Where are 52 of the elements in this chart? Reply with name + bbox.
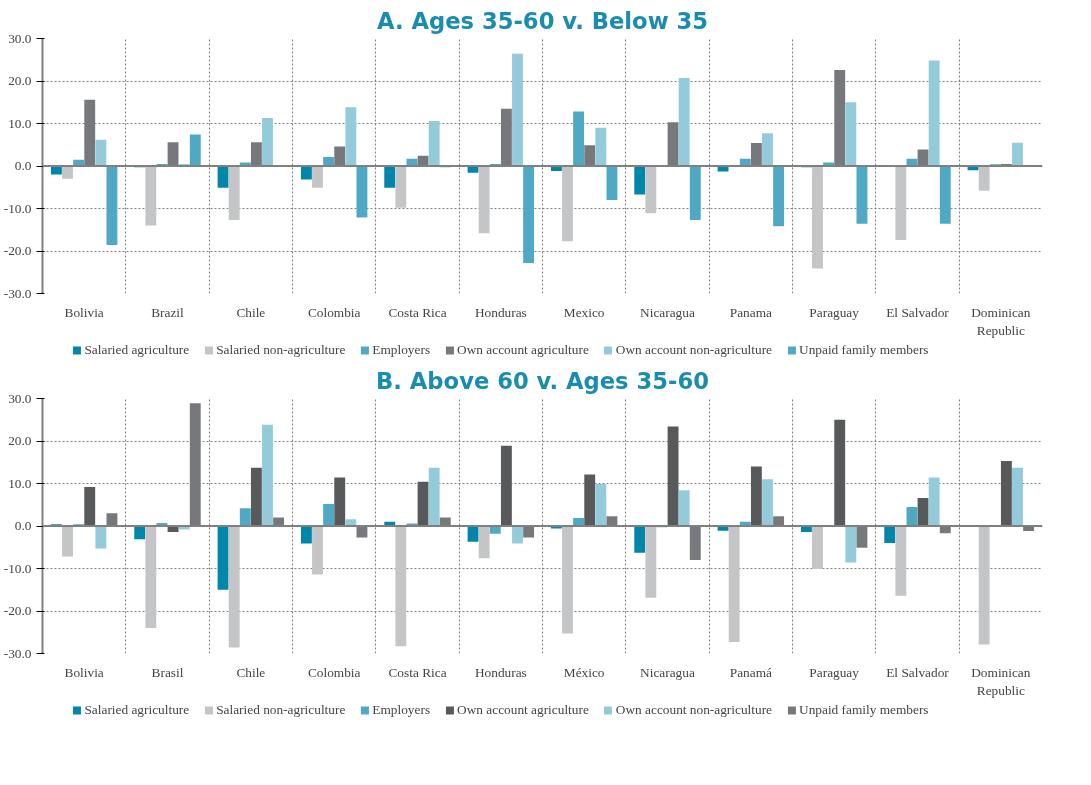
chart-title: A. Ages 35-60 v. Below 35 <box>376 7 709 34</box>
x-tick-label: Chile <box>236 304 266 320</box>
x-tick-label: México <box>563 664 605 680</box>
x-tick-label: Panama <box>729 304 773 320</box>
y-tick-label: 30.0 <box>8 390 32 406</box>
x-tick-label: Mexico <box>563 304 605 320</box>
legend-label: Own account non-agriculture <box>615 342 773 358</box>
legend-label: Salaried agriculture <box>84 702 190 718</box>
x-tick-label: Costa Rica <box>388 664 447 680</box>
legend-label: Own account non-agriculture <box>615 702 773 718</box>
legend-label: Salaried non-agriculture <box>216 702 346 718</box>
legend-label: Own account agriculture <box>457 702 589 718</box>
y-tick-label: -20.0 <box>3 243 32 258</box>
y-tick-label: -10.0 <box>3 560 32 576</box>
y-tick-label: -10.0 <box>3 200 32 216</box>
y-tick-label: 0.0 <box>14 158 32 173</box>
x-tick-label: Bolivia <box>64 304 104 320</box>
x-tick-label: Costa Rica <box>388 304 447 320</box>
y-tick-label: 10.0 <box>8 475 32 491</box>
legend-label: Own account agriculture <box>457 342 589 358</box>
x-tick-label: Honduras <box>474 664 527 680</box>
y-tick-label: 20.0 <box>8 433 32 448</box>
x-tick-label: Nicaragua <box>640 304 695 320</box>
y-tick-label: 30.0 <box>8 30 32 46</box>
legend-label: Salaried non-agriculture <box>216 342 346 358</box>
y-tick-label: 0.0 <box>14 518 32 533</box>
legend-label: Employers <box>372 702 431 718</box>
chart-title: B. Above 60 v. Ages 35-60 <box>376 367 709 394</box>
x-tick-label: Dominican Republic <box>971 664 1031 698</box>
x-tick-label: Honduras <box>474 304 527 320</box>
y-tick-label: 10.0 <box>8 115 32 131</box>
x-tick-label: Colombia <box>307 304 361 320</box>
legend-label: Unpaid family members <box>799 342 929 358</box>
x-tick-label: Colombia <box>307 664 361 680</box>
x-tick-label: Brasil <box>151 664 184 680</box>
x-tick-label: Bolivia <box>64 664 104 680</box>
y-tick-label: -30.0 <box>3 645 32 661</box>
x-tick-label: Chile <box>236 664 266 680</box>
x-tick-label: El Salvador <box>886 664 950 680</box>
y-tick-label: -30.0 <box>3 285 32 301</box>
y-tick-label: -20.0 <box>3 603 32 618</box>
x-tick-label: Nicaragua <box>640 664 695 680</box>
x-tick-label: Paraguay <box>809 664 860 680</box>
x-tick-label: El Salvador <box>886 304 950 320</box>
legend-label: Salaried agriculture <box>84 342 190 358</box>
x-tick-label: Paraguay <box>809 304 860 320</box>
legend-label: Employers <box>372 342 431 358</box>
x-tick-label: Brazil <box>151 304 185 320</box>
x-tick-label: Panamá <box>729 664 773 680</box>
x-tick-label: Dominican Republic <box>971 304 1031 338</box>
legend-label: Unpaid family members <box>799 702 929 718</box>
y-tick-label: 20.0 <box>8 73 32 88</box>
